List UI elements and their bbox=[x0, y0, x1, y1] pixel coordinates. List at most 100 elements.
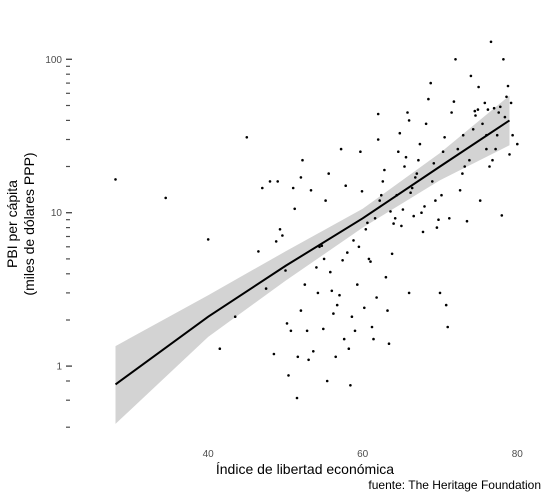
data-point bbox=[373, 217, 377, 220]
data-points bbox=[114, 40, 519, 400]
data-point bbox=[404, 155, 408, 159]
data-point bbox=[465, 219, 469, 223]
data-point bbox=[344, 184, 348, 187]
data-point bbox=[281, 234, 284, 237]
data-point bbox=[506, 84, 510, 88]
data-point bbox=[494, 147, 497, 151]
y-axis: 1 10 100 bbox=[45, 55, 72, 428]
data-point bbox=[485, 147, 488, 151]
data-point bbox=[417, 158, 420, 162]
data-point bbox=[301, 158, 304, 162]
data-point bbox=[461, 133, 465, 137]
data-point bbox=[483, 101, 487, 105]
data-point bbox=[387, 342, 391, 346]
data-point bbox=[471, 128, 475, 131]
data-point bbox=[353, 329, 357, 333]
data-point bbox=[316, 291, 320, 295]
data-point bbox=[299, 309, 303, 312]
data-point bbox=[456, 147, 460, 151]
data-point bbox=[497, 111, 501, 114]
data-point bbox=[233, 315, 237, 319]
x-tick-label: 80 bbox=[512, 449, 524, 460]
y-axis-title: PBI per cápita (miles de dólares PPP) bbox=[4, 152, 37, 295]
data-point bbox=[332, 312, 335, 315]
data-point bbox=[349, 384, 352, 387]
data-point bbox=[360, 190, 364, 193]
x-tick-label: 40 bbox=[203, 449, 215, 460]
data-point bbox=[437, 218, 440, 221]
data-point bbox=[315, 266, 318, 269]
data-point bbox=[474, 114, 477, 117]
data-point bbox=[329, 270, 332, 274]
data-point bbox=[410, 186, 414, 190]
data-point bbox=[369, 260, 372, 263]
data-point bbox=[366, 221, 369, 225]
data-point bbox=[375, 296, 378, 299]
data-point bbox=[423, 205, 426, 208]
data-point bbox=[342, 337, 346, 341]
data-point bbox=[481, 122, 484, 126]
data-point bbox=[505, 95, 508, 99]
regression-line bbox=[114, 119, 511, 386]
data-point bbox=[312, 350, 315, 353]
y-tick-label: 1 bbox=[56, 362, 62, 373]
data-point bbox=[384, 275, 388, 279]
x-tick-label: 60 bbox=[357, 449, 369, 460]
data-point bbox=[476, 108, 480, 111]
data-point bbox=[435, 226, 439, 229]
data-point bbox=[347, 347, 351, 351]
data-point bbox=[346, 251, 349, 254]
data-point bbox=[406, 111, 409, 114]
data-point bbox=[400, 224, 403, 228]
data-point bbox=[409, 191, 412, 194]
data-point bbox=[264, 287, 268, 290]
data-point bbox=[295, 396, 299, 400]
data-point bbox=[367, 257, 371, 261]
data-point bbox=[376, 138, 380, 141]
data-point bbox=[339, 147, 343, 151]
data-point bbox=[370, 325, 374, 329]
data-point bbox=[307, 358, 310, 362]
data-point bbox=[335, 303, 339, 307]
data-point bbox=[511, 133, 514, 137]
data-point bbox=[363, 306, 366, 310]
data-point bbox=[324, 199, 327, 202]
data-point bbox=[322, 327, 325, 331]
data-point bbox=[418, 142, 422, 146]
data-point bbox=[420, 211, 423, 214]
data-point bbox=[461, 172, 464, 175]
data-point bbox=[296, 355, 300, 359]
data-point bbox=[287, 374, 290, 377]
data-point bbox=[488, 165, 491, 168]
data-point bbox=[508, 153, 511, 156]
data-point bbox=[458, 189, 462, 192]
data-point bbox=[407, 119, 411, 122]
data-point bbox=[424, 122, 428, 126]
y-axis-title-line-2: (miles de dólares PPP) bbox=[21, 152, 37, 295]
data-point bbox=[434, 199, 437, 202]
data-point bbox=[327, 172, 331, 175]
data-point bbox=[452, 100, 456, 103]
data-point bbox=[376, 112, 380, 116]
data-point bbox=[389, 210, 392, 213]
data-point bbox=[289, 329, 293, 333]
y-axis-title-line-1: PBI per cápita bbox=[4, 180, 20, 268]
y-tick-label: 100 bbox=[45, 55, 62, 66]
data-point bbox=[291, 186, 295, 190]
data-point bbox=[274, 240, 278, 243]
data-point bbox=[284, 269, 287, 272]
data-point bbox=[245, 136, 249, 139]
data-point bbox=[380, 193, 383, 197]
data-point bbox=[454, 58, 457, 61]
data-point bbox=[257, 250, 260, 253]
data-point bbox=[356, 283, 359, 286]
data-point bbox=[325, 379, 329, 383]
data-point bbox=[386, 309, 389, 312]
data-point bbox=[478, 199, 482, 202]
data-point bbox=[309, 189, 313, 192]
data-point bbox=[303, 283, 307, 286]
data-point bbox=[341, 259, 344, 262]
data-point bbox=[415, 172, 419, 175]
data-point bbox=[440, 193, 443, 197]
data-point bbox=[500, 214, 504, 217]
